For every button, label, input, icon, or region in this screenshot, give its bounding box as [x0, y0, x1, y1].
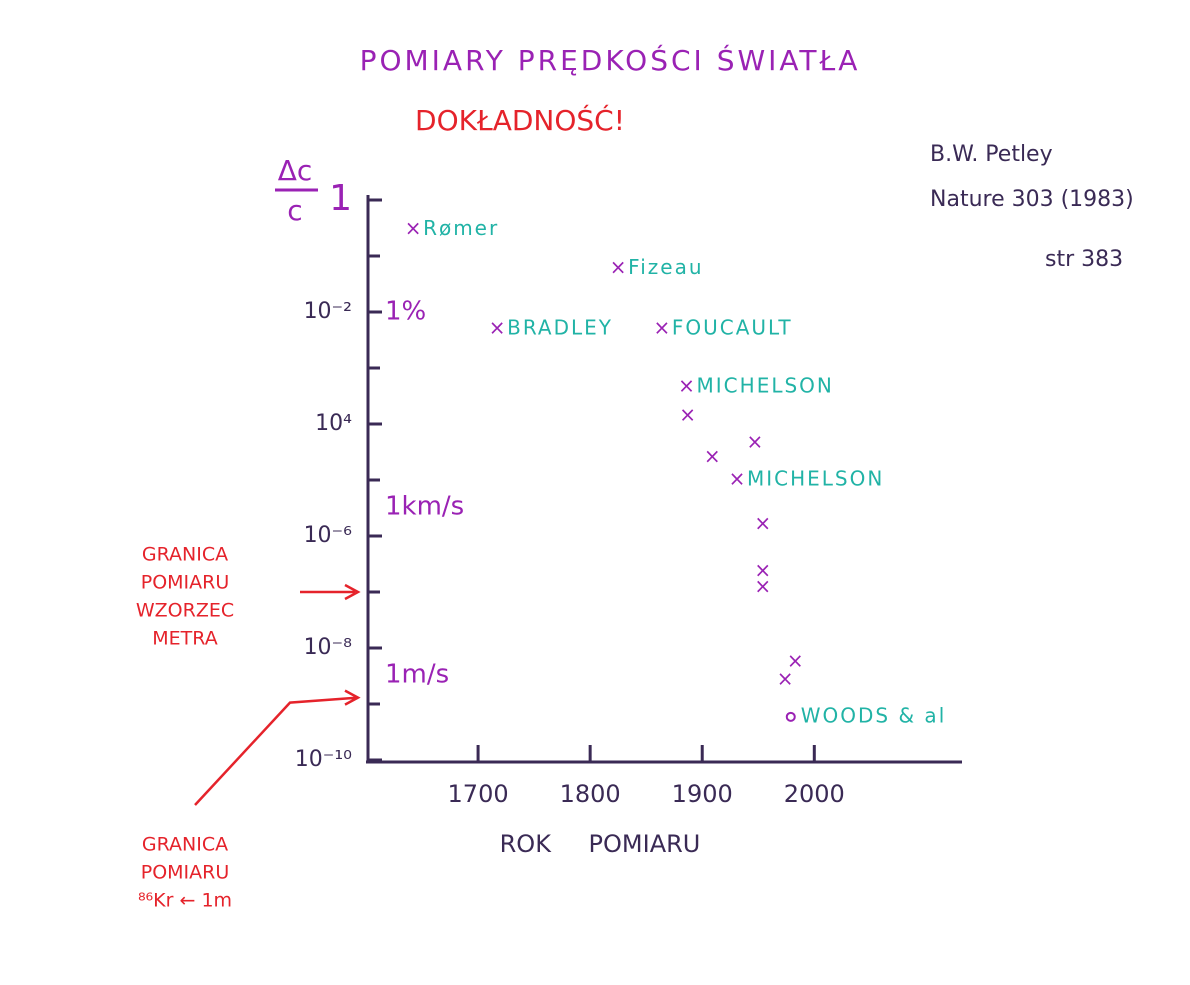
point: ×: [754, 574, 771, 598]
reference: B.W. Petley: [930, 142, 1053, 167]
point: [787, 713, 795, 721]
axis-annotation: 1%: [385, 297, 426, 327]
point: ×: [678, 373, 695, 397]
point-label: BRADLEY: [507, 315, 613, 339]
x-tick-label: 1700: [448, 780, 509, 808]
point: ×: [747, 429, 764, 453]
point: ×: [754, 511, 771, 535]
y-tick-label: 10⁻⁶: [304, 523, 353, 548]
y-label: Δc: [278, 154, 313, 187]
x-label: ROK POMIARU: [500, 830, 701, 858]
y-tick-label: 1: [329, 178, 352, 219]
chart: POMIARY PRĘDKOŚCI ŚWIATŁA DOKŁADNOŚĆ! Δc…: [0, 0, 1190, 985]
limit-note: POMIARU: [141, 862, 230, 884]
limit-note: ⁸⁶Kr ← 1m: [138, 890, 232, 912]
y-tick-label: 10⁴: [315, 411, 352, 436]
x-tick-label: 2000: [784, 780, 845, 808]
y-tick-label: 10⁻²: [304, 299, 352, 324]
point: ×: [787, 649, 804, 673]
point: ×: [610, 255, 627, 279]
x-tick-label: 1800: [560, 780, 621, 808]
limit-arrow: [300, 585, 358, 599]
point: ×: [704, 444, 721, 468]
point-label: Rømer: [423, 216, 499, 240]
limit-note: GRANICA: [142, 544, 228, 566]
limit-note: GRANICA: [142, 834, 228, 856]
axis-annotation: 1m/s: [385, 659, 449, 689]
chart-subtitle: DOKŁADNOŚĆ!: [415, 103, 625, 137]
point-label: MICHELSON: [747, 467, 884, 491]
point: ×: [653, 315, 670, 339]
point-label: WOODS & al: [801, 703, 946, 727]
limit-note: WZORZEC: [136, 600, 234, 622]
y-tick-label: 10⁻⁸: [304, 635, 353, 660]
point-label: MICHELSON: [697, 373, 834, 397]
x-tick-label: 1900: [672, 780, 733, 808]
axis-annotation: 1km/s: [385, 491, 464, 521]
point-label: Fizeau: [628, 255, 703, 279]
point-label: FOUCAULT: [672, 315, 793, 339]
y-tick-label: 10⁻¹⁰: [295, 747, 352, 772]
y-label: c: [287, 194, 302, 227]
reference: Nature 303 (1983): [930, 187, 1134, 212]
chart-title: POMIARY PRĘDKOŚCI ŚWIATŁA: [360, 43, 861, 77]
reference: str 383: [1045, 247, 1123, 272]
limit-note: POMIARU: [141, 572, 230, 594]
limit-note: METRA: [152, 628, 217, 650]
point: ×: [405, 216, 422, 240]
point: ×: [729, 467, 746, 491]
point: ×: [679, 402, 696, 426]
point: ×: [489, 315, 506, 339]
